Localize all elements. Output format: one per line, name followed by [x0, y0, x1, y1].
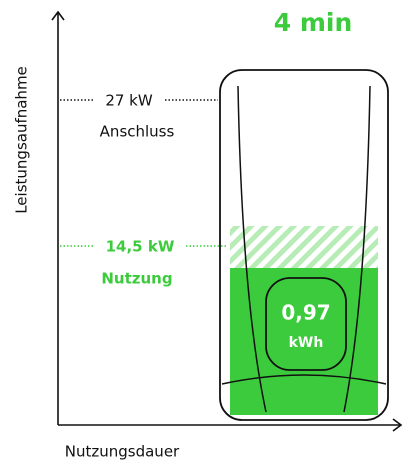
x-axis-label: Nutzungsdauer: [65, 443, 180, 461]
y-axis-label: Leistungsaufnahme: [13, 66, 31, 214]
usage-power: 14,5 kW: [106, 238, 175, 256]
device-outline: [219, 69, 389, 421]
hatched-area: [230, 226, 378, 268]
display: [265, 277, 347, 371]
connection-power: 27 kW: [105, 92, 153, 110]
connection-label: Anschluss: [100, 123, 175, 141]
usage-label: Nutzung: [101, 270, 172, 288]
axes: [51, 10, 403, 432]
duration: 4 min: [274, 8, 353, 37]
device-lines: [221, 85, 387, 413]
display-value: 0,97: [281, 301, 330, 325]
display-unit: kWh: [289, 335, 324, 351]
